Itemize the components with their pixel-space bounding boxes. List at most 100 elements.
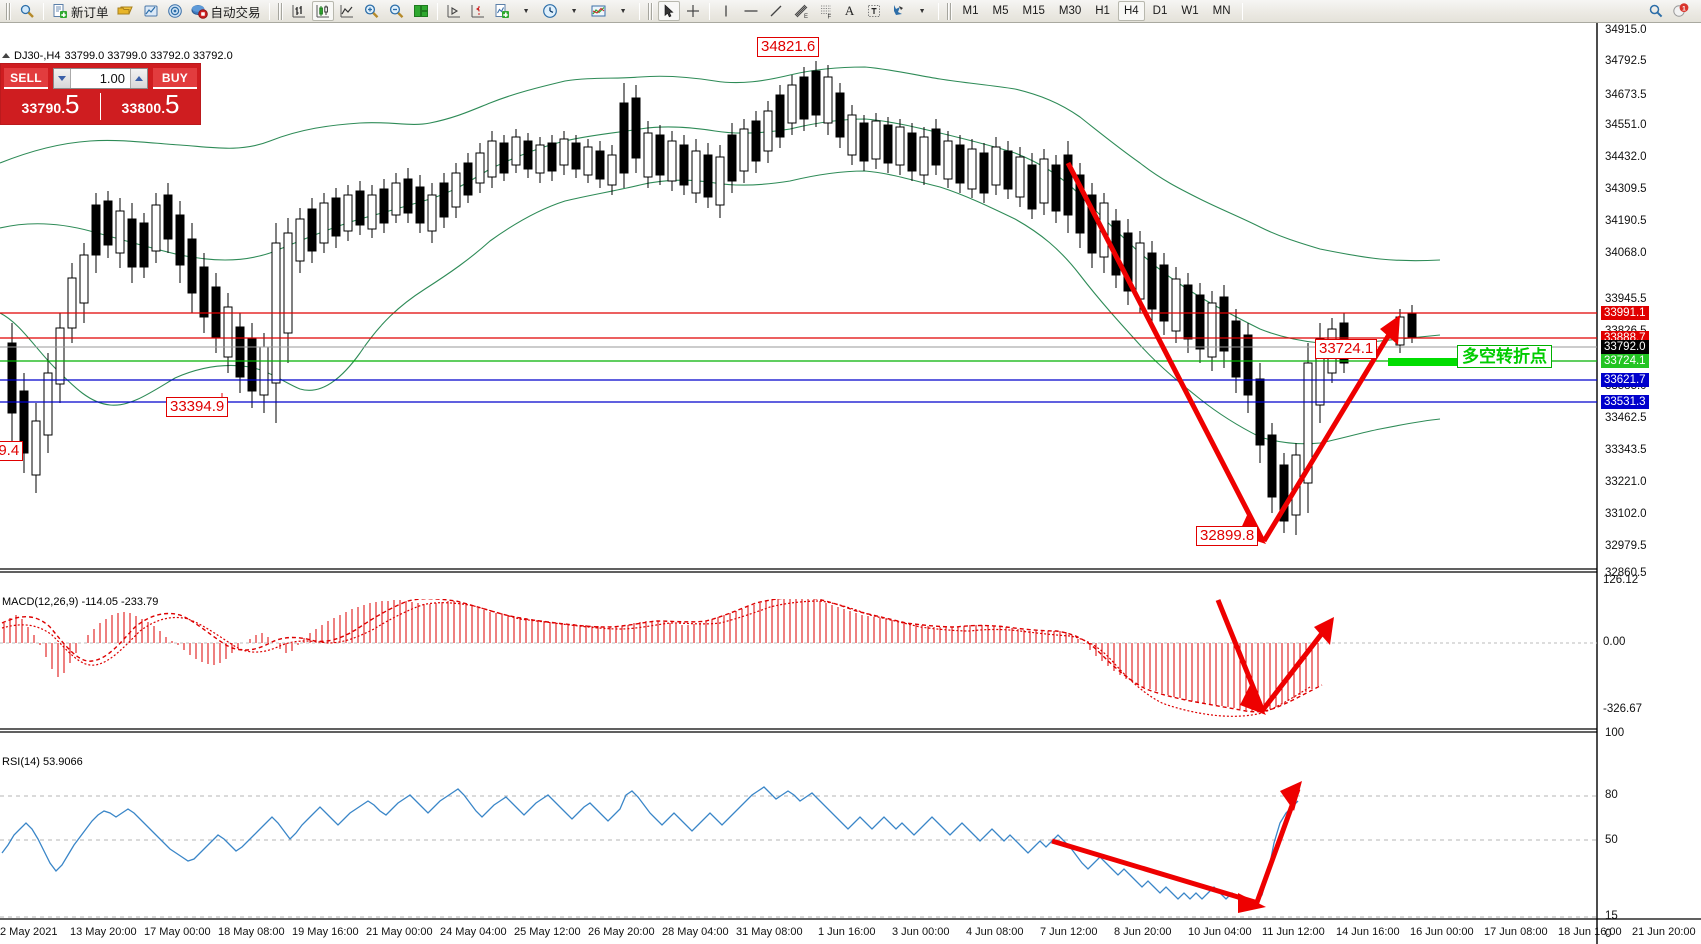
price-annotation-32899[interactable]: 32899.8 (1196, 526, 1259, 546)
fibonacci-icon[interactable]: F (815, 1, 837, 21)
price-tick: 34792.5 (1605, 55, 1647, 67)
sell-button[interactable]: SELL (4, 68, 48, 89)
timeframe-mn[interactable]: MN (1212, 5, 1231, 17)
price-tag-order-33621[interactable]: 33621.7 (1601, 373, 1649, 387)
price-tag-resistance-33991[interactable]: 33991.1 (1601, 306, 1649, 320)
line-chart-icon[interactable] (336, 1, 358, 21)
collapse-triangle-icon[interactable] (2, 53, 10, 58)
timeframe-m30[interactable]: M30 (1058, 5, 1082, 17)
price-annotation-34821[interactable]: 34821.6 (757, 37, 820, 57)
price-annotation-33394[interactable]: 33394.9 (166, 397, 229, 417)
signals-icon[interactable] (164, 1, 186, 21)
timeframe-h4[interactable]: H4 (1117, 1, 1145, 21)
turning-point-label[interactable]: 多空转折点 (1457, 345, 1552, 368)
crosshair-icon[interactable] (682, 1, 704, 21)
main-toolbar: 新订单 自动交易 (0, 0, 1701, 23)
toolbar-grip-4[interactable] (945, 2, 953, 20)
timeframe-m1[interactable]: M1 (962, 5, 979, 17)
bar-chart-icon[interactable] (288, 1, 310, 21)
zoom-in-icon[interactable] (360, 1, 383, 21)
toolbar-grip-2[interactable] (276, 2, 284, 20)
volume-decrease-button[interactable] (54, 69, 71, 88)
trend-line-icon[interactable] (765, 1, 787, 21)
folder-icon[interactable] (114, 1, 138, 21)
price-tag-last-price[interactable]: 33792.0 (1601, 340, 1649, 354)
price-annotation-33724[interactable]: 33724.1 (1315, 339, 1378, 359)
rsi-downtrend-arrow (1051, 838, 1259, 906)
symbol-header: DJ30-,H4 33799.0 33799.0 33792.0 33792.0 (2, 49, 233, 62)
price-tick: 33945.5 (1605, 293, 1647, 305)
sell-price-dot: . (61, 101, 66, 116)
zoom-out-icon[interactable] (385, 1, 408, 21)
vertical-line-icon[interactable] (715, 1, 737, 21)
buy-button[interactable]: BUY (153, 68, 197, 89)
timeframe-h1[interactable]: H1 (1095, 5, 1110, 17)
magnifier-icon[interactable] (16, 1, 38, 21)
timeframe-w1[interactable]: W1 (1181, 5, 1199, 17)
toolbar-grip[interactable] (5, 2, 12, 20)
shapes-dropdown-caret[interactable]: ▼ (918, 7, 926, 15)
periods-dropdown-caret[interactable]: ▼ (570, 7, 578, 15)
svg-text:E: E (804, 14, 808, 19)
buy-price[interactable]: 33800 . 5 (101, 91, 200, 124)
price-tick: 34673.5 (1605, 89, 1647, 101)
volume-stepper[interactable]: 1.00 (53, 68, 148, 89)
time-tick: 21 Jun 20:00 (1632, 926, 1696, 938)
time-tick: 18 Jun 16:00 (1558, 926, 1622, 938)
search-icon[interactable] (1645, 1, 1667, 21)
cursor-icon[interactable] (657, 1, 680, 21)
time-tick: 28 May 04:00 (662, 926, 729, 938)
tile-windows-icon[interactable] (410, 1, 432, 21)
time-tick: 8 Jun 20:00 (1114, 926, 1172, 938)
volume-increase-button[interactable] (130, 69, 147, 88)
text-icon[interactable]: A (839, 1, 861, 21)
time-tick: 7 Jun 12:00 (1040, 926, 1098, 938)
equidistant-channel-icon[interactable]: E (789, 1, 813, 21)
toolbar-separator-3 (436, 2, 438, 20)
time-tick: 2 May 2021 (0, 926, 58, 938)
buy-price-last-digit: 5 (165, 89, 180, 119)
autotrading-button[interactable]: 自动交易 (188, 1, 264, 21)
trade-panel-prices: 33790 . 5 33800 . 5 (1, 91, 200, 124)
volume-value[interactable]: 1.00 (99, 71, 125, 86)
templates-dropdown-caret[interactable]: ▼ (619, 7, 627, 15)
templates-icon[interactable] (587, 1, 610, 21)
price-tag-support-33724[interactable]: 33724.1 (1601, 354, 1649, 368)
new-order-button[interactable]: 新订单 (49, 1, 112, 21)
sell-price[interactable]: 33790 . 5 (1, 91, 100, 124)
price-annotation-edge[interactable]: 99.4 (0, 441, 24, 461)
terminal-icon[interactable] (140, 1, 162, 21)
one-click-trading-panel[interactable]: SELL 1.00 BUY 33790 . 5 33800 . (0, 63, 201, 125)
rsi-indicator-label: RSI(14) 53.9066 (2, 756, 83, 768)
time-tick: 3 Jun 00:00 (892, 926, 950, 938)
price-tag-order-33531[interactable]: 33531.3 (1601, 395, 1649, 409)
timeframe-d1[interactable]: D1 (1152, 5, 1168, 17)
timeframe-m5[interactable]: M5 (992, 5, 1009, 17)
trade-panel-top-row: SELL 1.00 BUY (1, 64, 200, 91)
auto-scroll-icon[interactable] (443, 1, 465, 21)
symbol-name: DJ30-,H4 (14, 49, 61, 62)
uptrend-arrowhead (1380, 315, 1400, 345)
uptrend-arrow (1261, 321, 1399, 543)
rsi-uptrend-arrow (1253, 788, 1301, 906)
candlestick-chart-icon[interactable] (311, 1, 334, 21)
indicators-icon[interactable] (491, 1, 513, 21)
time-tick: 14 Jun 16:00 (1336, 926, 1400, 938)
rsi-tick: 0 (1605, 928, 1612, 940)
toolbar-separator-6 (937, 2, 939, 20)
shapes-icon[interactable] (887, 1, 909, 21)
timeframe-m15[interactable]: M15 (1022, 5, 1045, 17)
chart-shift-icon[interactable] (467, 1, 489, 21)
buy-price-main: 33800 (121, 100, 162, 116)
toolbar-grip-3[interactable] (646, 2, 654, 20)
text-label-icon[interactable] (863, 1, 885, 21)
chart-canvas[interactable]: DJ30-,H4 33799.0 33799.0 33792.0 33792.0… (0, 23, 1701, 944)
periods-icon[interactable] (539, 1, 561, 21)
time-tick: 18 May 08:00 (218, 926, 285, 938)
horizontal-line-icon[interactable] (739, 1, 763, 21)
indicators-dropdown-caret[interactable]: ▼ (522, 7, 530, 15)
time-tick: 11 Jun 12:00 (1262, 926, 1325, 938)
rsi-tick: 100 (1605, 727, 1625, 739)
notification-bell-icon[interactable]: 1 (1669, 1, 1693, 21)
new-order-label: 新订单 (71, 5, 109, 20)
